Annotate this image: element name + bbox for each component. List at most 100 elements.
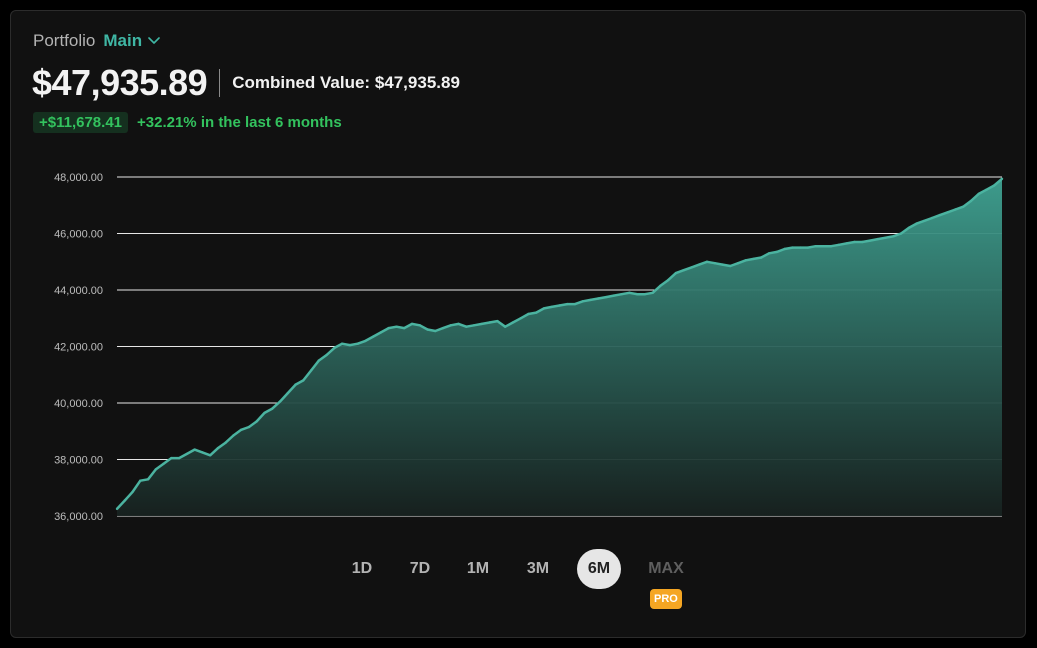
data-point [876,237,879,241]
data-point [573,302,577,306]
data-point [434,329,437,333]
data-point [170,456,173,460]
data-point [1000,177,1004,180]
data-point [519,317,522,320]
data-point [356,342,359,345]
data-point [868,239,872,242]
data-point [620,293,623,296]
data-point [930,216,934,220]
data-point [799,246,802,249]
data-point [457,322,460,326]
data-point [783,247,786,251]
data-point [659,284,662,287]
data-point [441,326,445,330]
data-point [705,260,709,263]
data-point [232,434,235,437]
data-point [628,291,631,294]
y-tick-label: 40,000.00 [54,398,103,410]
data-point [752,257,755,261]
data-point [465,325,468,328]
data-point [597,297,600,300]
data-point [907,226,910,230]
data-point [403,326,406,330]
data-point [115,507,119,511]
data-point [845,242,848,245]
data-point [271,407,274,410]
data-point [775,250,779,254]
data-point [185,452,189,456]
range-1d-button[interactable]: 1D [351,560,373,577]
data-point [418,324,421,327]
data-point [760,256,763,259]
data-point [589,298,592,302]
data-point [667,278,670,282]
combined-value: Combined Value: $47,935.89 [232,73,460,92]
data-point [146,478,150,481]
data-point [969,199,973,203]
portfolio-name[interactable]: Main [103,31,143,50]
data-point [527,312,530,316]
data-point [604,295,608,299]
chevron-down-icon[interactable] [148,37,160,45]
data-point [962,205,965,208]
data-point [410,322,414,326]
data-point [744,259,747,262]
data-point [294,383,297,386]
total-value: $47,935.89 [32,62,208,103]
data-point [216,447,220,450]
data-point [325,353,328,357]
data-point [395,325,398,328]
data-point [488,321,491,324]
data-point [993,184,996,187]
range-max-button[interactable]: MAX [648,560,684,577]
data-point [263,411,266,415]
time-range-selector: 1D 7D 1M 3M 6M MAX PRO [11,549,1027,619]
portfolio-header: Portfolio Main [33,31,160,51]
data-point [566,302,569,306]
data-point [822,245,825,248]
data-point [713,262,716,265]
data-point [278,400,282,403]
data-point [884,236,887,239]
data-point [504,325,507,328]
data-point [379,331,383,334]
data-point [767,252,771,255]
data-point [651,291,654,294]
data-point [139,479,142,482]
data-point [837,243,841,246]
data-point [861,240,864,244]
value-divider [219,69,221,97]
data-point [123,499,127,502]
range-1m-button[interactable]: 1M [466,560,490,577]
data-point [915,222,918,225]
data-point [899,232,903,235]
data-point [209,454,212,457]
data-point [201,451,204,454]
data-point [550,305,553,309]
data-point [511,321,515,324]
data-point [729,264,732,268]
data-point [247,425,251,429]
data-point [682,269,685,272]
data-point [340,342,344,345]
data-point [791,246,794,249]
data-point [372,335,375,338]
portfolio-selector[interactable]: Main [103,31,160,51]
data-point [698,263,701,266]
range-3m-button[interactable]: 3M [526,560,550,577]
range-6m-button[interactable]: 6M [577,549,621,589]
y-tick-label: 36,000.00 [54,511,103,523]
range-7d-button[interactable]: 7D [409,560,431,577]
y-tick-label: 42,000.00 [54,342,103,354]
data-point [224,441,227,444]
value-row: $47,935.89 Combined Value: $47,935.89 [32,62,460,103]
data-point [612,294,615,297]
data-point [193,448,196,451]
data-point [923,219,926,222]
y-tick-label: 46,000.00 [54,229,103,241]
data-point [830,245,833,248]
data-point [721,263,724,266]
data-point [364,339,367,343]
data-point [674,271,678,275]
data-point [954,208,957,211]
